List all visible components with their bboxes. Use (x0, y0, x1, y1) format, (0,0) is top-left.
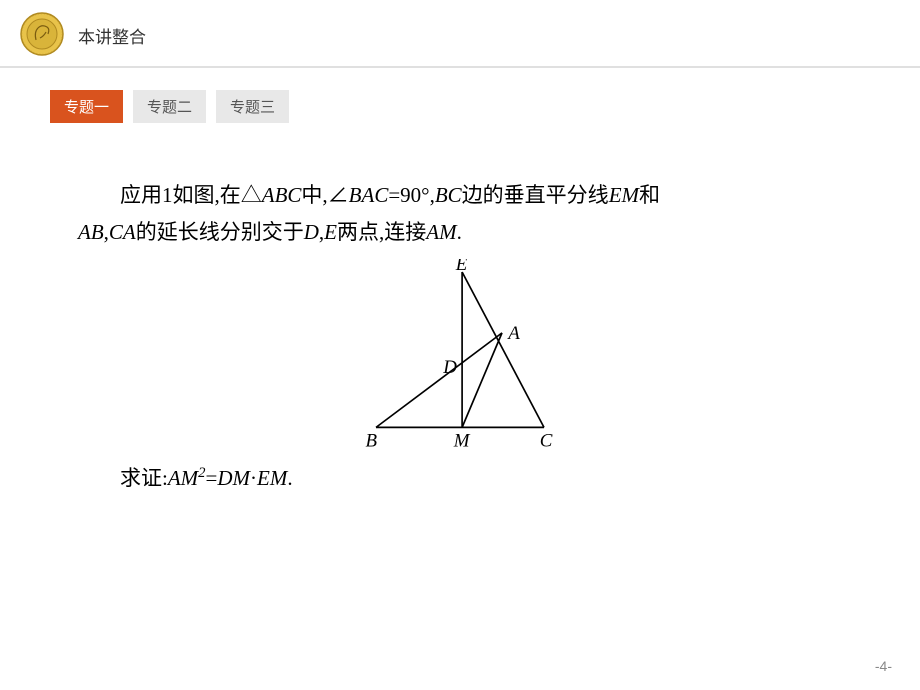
text: · (250, 466, 257, 490)
text-am2: AM (168, 466, 198, 490)
text-sq: 2 (198, 465, 205, 481)
text-abc: ABC (262, 183, 302, 207)
text: =90°, (388, 183, 435, 207)
problem-line-2: AB,CA的延长线分别交于D,E两点,连接AM. (78, 214, 842, 251)
prove-line: 求证:AM2=DM·EM. (78, 460, 842, 497)
text: . (457, 220, 462, 244)
text: . (287, 466, 292, 490)
text: 中,∠ (301, 183, 348, 207)
text-bac: BAC (349, 183, 389, 207)
label-E: E (455, 259, 468, 275)
problem-line-1: 应用1如图,在△ABC中,∠BAC=90°,BC边的垂直平分线EM和 (78, 177, 842, 214)
tab-topic-2[interactable]: 专题二 (133, 90, 206, 123)
text-e: E (324, 220, 337, 244)
text-dm: DM (217, 466, 250, 490)
header-title: 本讲整合 (78, 23, 146, 48)
text-em2: EM (257, 466, 287, 490)
content-area: 应用1如图,在△ABC中,∠BAC=90°,BC边的垂直平分线EM和 AB,CA… (0, 123, 920, 496)
text-em: EM (609, 183, 639, 207)
label-D: D (442, 356, 457, 377)
tab-bar: 专题一 专题二 专题三 (0, 68, 920, 123)
label-M: M (453, 430, 471, 451)
text-d: D (304, 220, 319, 244)
label-B: B (366, 430, 378, 451)
text: = (206, 466, 218, 490)
text-am: AM (426, 220, 456, 244)
text-ca: CA (109, 220, 136, 244)
text: 应用1如图,在△ (120, 183, 262, 207)
label-C: C (540, 430, 553, 451)
geometry-figure: E A D B M C (78, 259, 842, 454)
page-number: -4- (875, 658, 892, 674)
text: 求证: (120, 466, 168, 490)
tab-topic-3[interactable]: 专题三 (216, 90, 289, 123)
text: 边的垂直平分线 (462, 183, 609, 207)
text: 和 (639, 183, 660, 207)
text: 的延长线分别交于 (136, 220, 304, 244)
text-bc: BC (435, 183, 462, 207)
text: 两点,连接 (337, 220, 426, 244)
text-ab: AB (78, 220, 104, 244)
page-header: 本讲整合 (0, 0, 920, 68)
label-A: A (506, 323, 520, 344)
medal-icon (20, 12, 64, 56)
tab-topic-1[interactable]: 专题一 (50, 90, 123, 123)
